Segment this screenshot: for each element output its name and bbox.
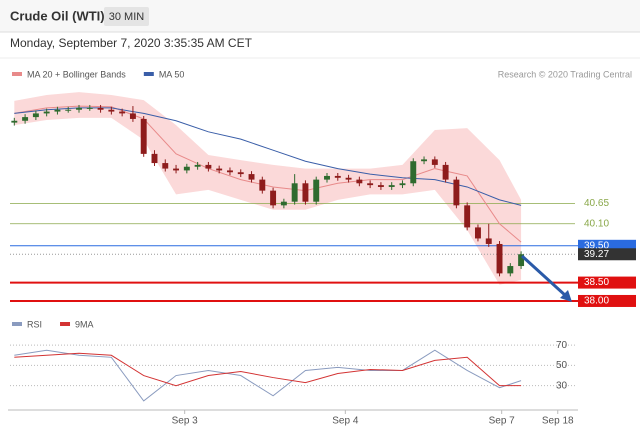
candle-body [291, 183, 298, 202]
legend-label: 9MA [75, 319, 94, 329]
candle-body [162, 163, 169, 169]
x-tick-label: Sep 18 [542, 416, 574, 427]
candle-body [367, 183, 374, 186]
candle-body [32, 113, 39, 118]
candle-body [496, 243, 503, 274]
candle-body [86, 107, 93, 109]
candle-body [216, 168, 223, 171]
candle-body [410, 161, 417, 184]
candle-body [280, 201, 287, 206]
y-tick-label: 50 [556, 360, 568, 371]
arrow-head [560, 290, 572, 302]
indicator-line [14, 349, 522, 402]
candle-body [356, 179, 363, 184]
candle-body [237, 172, 244, 175]
candle-body [226, 170, 233, 173]
level-box [578, 294, 636, 307]
candle-body [259, 179, 266, 191]
annotation: Research © 2020 Trading Central [498, 69, 632, 79]
candle-body [388, 185, 395, 187]
candle-body [377, 185, 384, 187]
level-label: 40.10 [584, 218, 609, 229]
y-tick-label: 70 [556, 340, 568, 351]
arrow [520, 254, 568, 298]
candle-body [11, 120, 18, 123]
candle-body [173, 168, 180, 171]
level-label: 40.65 [584, 198, 609, 209]
candle-body [129, 113, 136, 119]
candle-body [119, 111, 126, 114]
candle-body [248, 174, 255, 180]
candle-body [324, 175, 330, 180]
legend-label: RSI [27, 319, 42, 329]
candle-body [313, 179, 320, 202]
candle-body [76, 107, 82, 110]
x-tick-label: Sep 7 [489, 416, 516, 427]
y-tick-label: 30 [556, 380, 568, 391]
x-tick-label: Sep 3 [172, 416, 199, 427]
level-label: 38.50 [584, 277, 609, 288]
candle-body [43, 111, 50, 114]
candle-body [54, 109, 61, 112]
legend-swatch [143, 72, 154, 76]
candle-body [345, 177, 352, 180]
legend-swatch [12, 322, 22, 326]
candle-body [205, 164, 212, 169]
x-tick-label: Sep 4 [332, 416, 359, 427]
date: Monday, September 7, 2020 3:35:35 AM CET [10, 36, 253, 50]
candle-body [442, 164, 449, 180]
candle-body [302, 183, 309, 202]
candle-body [97, 107, 104, 110]
legend-label: MA 20 + Bollinger Bands [27, 69, 126, 79]
candle-body [108, 109, 115, 112]
candle-body [65, 109, 72, 111]
candle-body [399, 183, 406, 186]
candle-body [464, 205, 471, 228]
candle-body [507, 266, 514, 274]
candle-body [194, 164, 201, 167]
level-label: 39.27 [584, 249, 609, 260]
candle-body [518, 254, 525, 267]
candle-body [334, 175, 341, 178]
candle-body [421, 159, 428, 162]
candle-body [22, 117, 29, 121]
timeframe-box [104, 7, 149, 26]
candle-body [485, 238, 492, 244]
level-label: 39.50 [584, 240, 609, 251]
candle-body [453, 179, 460, 206]
indicator-line [14, 352, 522, 387]
candle-body [270, 190, 277, 206]
level-box [578, 248, 636, 261]
candle-body [183, 166, 190, 171]
timeframe: 30 MIN [109, 11, 145, 23]
candle-body [474, 227, 481, 239]
level-label: 38.00 [584, 296, 609, 307]
candle-body [140, 118, 147, 154]
legend-label: MA 50 [159, 69, 185, 79]
candle-body [431, 159, 438, 165]
legend-swatch [60, 322, 71, 326]
legend-swatch [12, 72, 22, 76]
level-box [578, 276, 636, 289]
candle-body [151, 153, 158, 164]
bollinger-band [14, 92, 522, 285]
title: Crude Oil (WTI) [10, 8, 105, 23]
